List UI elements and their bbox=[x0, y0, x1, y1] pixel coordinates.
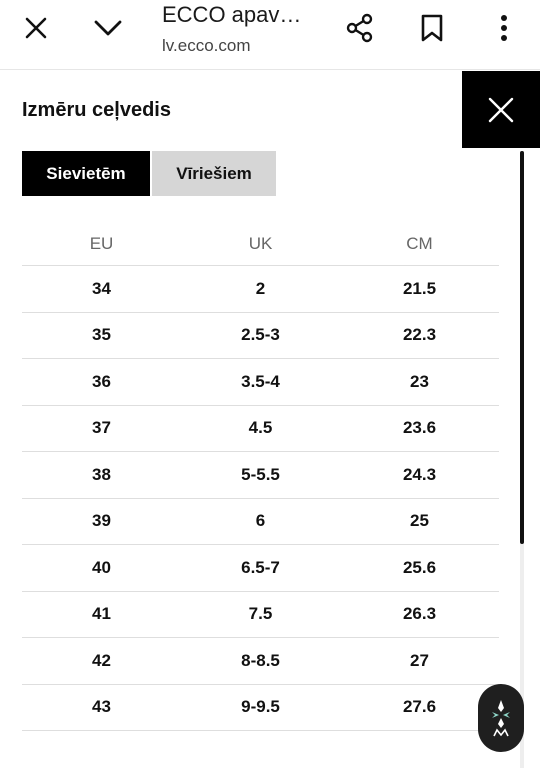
cell-uk: 6.5-7 bbox=[241, 557, 280, 577]
cell-eu: 39 bbox=[92, 511, 111, 531]
cell-cm: 27.6 bbox=[402, 697, 437, 717]
more-vert-icon bbox=[501, 15, 507, 41]
cell-uk: 3.5-4 bbox=[241, 371, 280, 391]
cell-cm: 25 bbox=[410, 511, 429, 531]
table-row: 34 2 21.5 bbox=[22, 266, 499, 313]
cell-eu: 41 bbox=[92, 604, 111, 624]
share-icon bbox=[346, 13, 373, 43]
cell-uk: 4.5 bbox=[248, 418, 273, 438]
cell-cm: 23.6 bbox=[402, 418, 437, 438]
cell-uk: 7.5 bbox=[248, 604, 273, 624]
page-url[interactable]: lv.ecco.com bbox=[162, 36, 251, 55]
cell-cm: 21.5 bbox=[402, 278, 437, 298]
cell-eu: 36 bbox=[92, 371, 111, 391]
close-icon bbox=[488, 97, 514, 122]
cell-uk: 8-8.5 bbox=[241, 650, 280, 670]
cell-eu: 40 bbox=[92, 557, 111, 577]
assistant-fab-button[interactable] bbox=[478, 684, 524, 752]
table-row: 40 6.5-7 25.6 bbox=[22, 545, 499, 592]
cell-eu: 38 bbox=[92, 464, 111, 484]
header-eu: EU bbox=[89, 233, 114, 253]
table-row: 43 9-9.5 27.6 bbox=[22, 685, 499, 731]
cell-uk: 9-9.5 bbox=[241, 697, 280, 717]
table-row: 38 5-5.5 24.3 bbox=[22, 452, 499, 499]
table-row: 42 8-8.5 27 bbox=[22, 638, 499, 685]
cell-eu: 34 bbox=[92, 278, 111, 298]
page-title[interactable]: ECCO apav… bbox=[162, 2, 302, 27]
cell-cm: 25.6 bbox=[402, 557, 437, 577]
header-cm: CM bbox=[406, 233, 433, 253]
tab-women[interactable]: Sievietēm bbox=[22, 151, 150, 196]
tab-men[interactable]: Vīriešiem bbox=[152, 151, 276, 196]
chevron-down-icon bbox=[94, 20, 122, 36]
cell-eu: 35 bbox=[92, 325, 111, 345]
assistant-logo-icon bbox=[492, 700, 510, 737]
cell-cm: 26.3 bbox=[402, 604, 437, 624]
cell-cm: 22.3 bbox=[402, 325, 437, 345]
table-row: 35 2.5-3 22.3 bbox=[22, 313, 499, 359]
more-options-button[interactable] bbox=[482, 6, 526, 50]
gender-tabs: Sievietēm Vīriešiem bbox=[22, 151, 276, 196]
cell-eu: 37 bbox=[92, 418, 111, 438]
bookmark-button[interactable] bbox=[410, 6, 454, 50]
cell-eu: 43 bbox=[92, 697, 111, 717]
table-row: 36 3.5-4 23 bbox=[22, 359, 499, 406]
cell-uk: 2.5-3 bbox=[241, 325, 280, 345]
header-uk: UK bbox=[248, 233, 273, 253]
table-body: 34 2 21.5 35 2.5-3 22.3 36 3.5-4 23 37 4.5 23.6 38 5-… bbox=[22, 266, 499, 731]
minimize-button[interactable] bbox=[86, 6, 130, 50]
browser-toolbar: ECCO apav… lv.ecco.com bbox=[0, 0, 540, 70]
size-guide-title: Izmēru ceļvedis bbox=[22, 99, 171, 121]
cell-cm: 27 bbox=[410, 650, 429, 670]
cell-cm: 23 bbox=[410, 371, 429, 391]
table-row: 39 6 25 bbox=[22, 499, 499, 545]
bookmark-icon bbox=[421, 14, 443, 42]
share-button[interactable] bbox=[338, 6, 382, 50]
scrollbar-thumb[interactable] bbox=[520, 151, 524, 544]
scrollbar[interactable] bbox=[520, 151, 524, 768]
cell-uk: 2 bbox=[255, 278, 266, 298]
cell-uk: 5-5.5 bbox=[241, 464, 280, 484]
cell-eu: 42 bbox=[92, 650, 111, 670]
close-icon bbox=[25, 17, 47, 39]
close-tab-button[interactable] bbox=[14, 6, 58, 50]
size-table: EU UK CM 34 2 21.5 35 2.5-3 22.3 36 3.5-4 23 37 4.… bbox=[22, 222, 499, 731]
table-row: 41 7.5 26.3 bbox=[22, 592, 499, 638]
table-row: 37 4.5 23.6 bbox=[22, 406, 499, 452]
close-size-guide-button[interactable] bbox=[462, 71, 540, 148]
table-header: EU UK CM bbox=[22, 222, 499, 266]
cell-uk: 6 bbox=[255, 511, 266, 531]
cell-cm: 24.3 bbox=[402, 464, 437, 484]
